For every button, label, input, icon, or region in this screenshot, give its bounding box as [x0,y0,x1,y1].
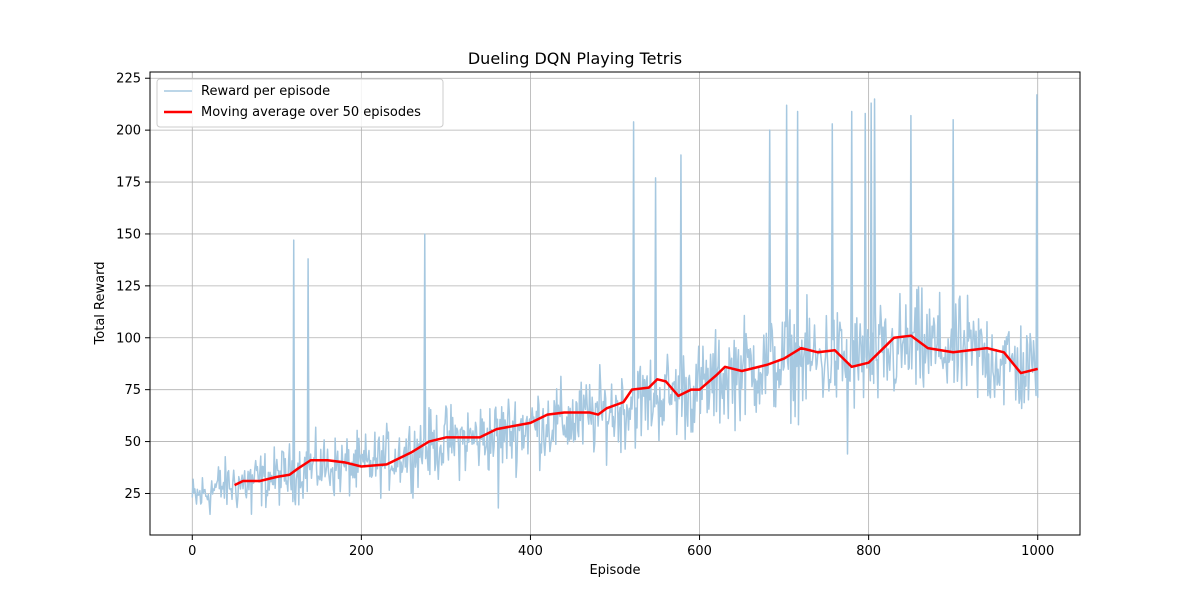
x-tick-label: 0 [188,544,196,559]
legend-label-raw: Reward per episode [201,84,330,99]
y-tick-label: 150 [116,227,141,242]
x-tick-label: 1000 [1021,544,1054,559]
average-series-layer [233,334,1039,487]
y-axis-label: Total Reward [93,262,108,346]
x-axis-label: Episode [589,563,640,578]
x-tick-label: 400 [518,544,543,559]
y-tick-label: 25 [124,487,141,502]
legend: Reward per episode Moving average over 5… [156,78,444,128]
y-tick-label: 100 [116,331,141,346]
y-tick-label: 50 [124,435,141,450]
y-tick-label: 75 [124,383,141,398]
y-tick-label: 175 [116,176,141,191]
y-tick-label: 200 [116,124,141,139]
y-tick-label: 225 [116,72,141,87]
y-tick-label: 125 [116,279,141,294]
x-tick-label: 600 [687,544,712,559]
x-tick-label: 200 [349,544,374,559]
x-tick-label: 800 [856,544,881,559]
raw-series-layer [191,94,1039,516]
chart-title: Dueling DQN Playing Tetris [468,49,682,68]
plot-frame [149,71,1081,536]
y-axis-ticks: 25 50 75 100 125 150 175 200 225 [116,72,150,502]
legend-box [156,78,444,128]
legend-label-average: Moving average over 50 episodes [201,105,421,120]
reward-per-episode-line [191,94,1039,516]
x-axis-ticks: 0 200 400 600 800 1000 [188,535,1054,559]
moving-average-line [233,334,1039,487]
